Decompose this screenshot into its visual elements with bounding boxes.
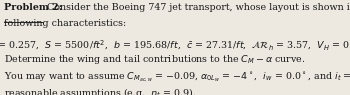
Text: following characteristics:: following characteristics: bbox=[4, 19, 126, 28]
Text: Determine the wing and tail contributions to the $C_M - \alpha$ curve.: Determine the wing and tail contribution… bbox=[4, 53, 306, 66]
Text: $x_{CG}$ = 0.257,  $S$ = 5500/$ft^2$,  $b$ = 195.68/$ft$,  $\bar{c}$ = 27.31/$ft: $x_{CG}$ = 0.257, $S$ = 5500/$ft^2$, $b$… bbox=[0, 38, 350, 52]
Text: reasonable assumptions (e.g., $\eta_t$ = 0.9).: reasonable assumptions (e.g., $\eta_t$ =… bbox=[4, 86, 197, 95]
Text: Problem 2:: Problem 2: bbox=[4, 3, 62, 12]
Text: You may want to assume $C_{M_{ac,w}}$ = $-$0.09, $\alpha_{0L_w}$ = $-4^\circ$,  : You may want to assume $C_{M_{ac,w}}$ = … bbox=[4, 70, 350, 84]
Text: Consider the Boeing 747 jet transport, whose layout is shown in Fig. 2 and has t: Consider the Boeing 747 jet transport, w… bbox=[44, 3, 350, 12]
